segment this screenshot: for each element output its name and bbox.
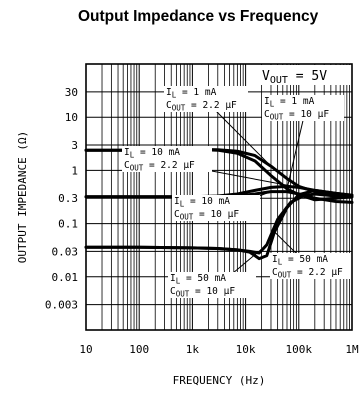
- vout-label: VOUT = 5V: [262, 69, 327, 86]
- series-label-line: COUT = 10 µF: [170, 286, 235, 299]
- series-label-line: IL = 50 mA: [170, 273, 226, 286]
- series-label-line: IL = 50 mA: [272, 254, 328, 267]
- y-axis-label: OUTPUT IMPEDANCE (Ω): [16, 131, 29, 263]
- leader-line: [286, 111, 306, 189]
- series-line-6: [84, 192, 354, 255]
- leader-line: [207, 102, 272, 167]
- y-tick-label: 30: [65, 86, 78, 99]
- label-bg: [168, 272, 256, 298]
- y-tick-label: 0.1: [58, 218, 78, 231]
- x-tick-label: 100: [129, 343, 149, 356]
- y-tick-label: 1: [71, 164, 78, 177]
- y-tick-label: 0.01: [52, 271, 79, 284]
- series-label-line: COUT = 10 µF: [174, 209, 239, 222]
- y-tick-label: 0.3: [58, 192, 78, 205]
- series-label-line: COUT = 2.2 µF: [166, 100, 237, 113]
- x-tick-label: 10k: [236, 343, 256, 356]
- y-tick-label: 0.003: [45, 299, 78, 312]
- x-tick-label: 1k: [186, 343, 200, 356]
- y-tick-label: 3: [71, 139, 78, 152]
- label-bg: [172, 195, 260, 221]
- tick-labels: 10 100 1k 10k 100k 1M 30 10 3 1 0.3 0.1 0.03 0.01 0.00…: [45, 86, 359, 356]
- label-bg: [262, 95, 344, 121]
- x-tick-label: 1M: [345, 343, 359, 356]
- vout-annotation: VOUT = 5V: [256, 65, 351, 86]
- series-label-line: IL = 10 mA: [124, 147, 180, 160]
- series-label-line: COUT = 10 µF: [264, 109, 329, 122]
- x-tick-label: 10: [79, 343, 92, 356]
- x-axis-label: FREQUENCY (Hz): [173, 374, 266, 387]
- plot-frame: [85, 63, 353, 331]
- series-label-line: IL = 1 mA: [166, 87, 217, 100]
- y-tick-label: 0.03: [52, 245, 79, 258]
- chart-title: Output Impedance vs Frequency: [78, 8, 319, 25]
- series-label-line: COUT = 2.2 µF: [124, 160, 195, 173]
- label-bg: [164, 86, 248, 112]
- vout-box: [256, 65, 351, 85]
- label-bg: [122, 146, 212, 172]
- label-bg: [270, 253, 352, 279]
- series-label-line: COUT = 2.2 µF: [272, 267, 343, 280]
- series-label-line: IL = 10 mA: [174, 196, 230, 209]
- x-tick-label: 100k: [286, 343, 313, 356]
- series-label-line: IL = 1 mA: [264, 96, 315, 109]
- y-tick-label: 10: [65, 111, 78, 124]
